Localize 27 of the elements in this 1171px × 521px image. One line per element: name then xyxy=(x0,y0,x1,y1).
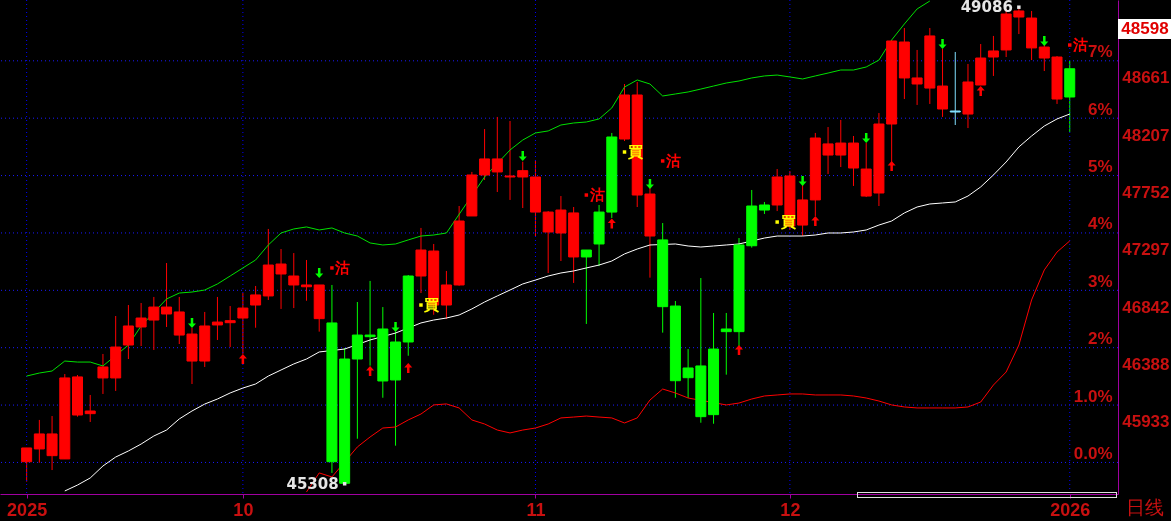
y2-tick-label: 2% xyxy=(1087,329,1113,349)
y2-tick-label: 6% xyxy=(1087,99,1113,119)
data-label: 沽 xyxy=(1072,36,1089,55)
x-tick-label: 12 xyxy=(780,499,801,520)
data-label: 沽 xyxy=(334,258,351,277)
x-tick-label: 11 xyxy=(526,499,546,520)
y2-tick-label: 7% xyxy=(1087,42,1113,62)
y-tick-label: 45933 xyxy=(1122,412,1170,432)
y-tick-label: 48207 xyxy=(1122,125,1170,145)
y-tick-label: 47297 xyxy=(1122,240,1170,260)
y2-tick-label: 5% xyxy=(1087,157,1113,177)
data-label: 49086 xyxy=(960,0,1013,17)
data-label: 沽 xyxy=(665,151,682,170)
y-tick-label: 46842 xyxy=(1122,297,1170,317)
y-tick-label: 47752 xyxy=(1122,182,1170,202)
text: 日线 xyxy=(1126,497,1164,518)
y2-tick-label: 4% xyxy=(1087,214,1113,234)
x-tick-label: 2025 xyxy=(7,499,48,520)
y-tick-label: 46388 xyxy=(1122,355,1170,375)
x-tick-label: 2026 xyxy=(1050,499,1091,520)
data-label: 沽 xyxy=(588,186,605,205)
x-tick-label: 10 xyxy=(233,499,254,520)
y2-tick-label: 3% xyxy=(1087,271,1113,291)
text: 48598 xyxy=(1121,19,1169,38)
y-tick-label: 48661 xyxy=(1122,68,1170,88)
y2-tick-label: 0.0% xyxy=(1073,443,1113,463)
y2-tick-label: 1.0% xyxy=(1073,386,1113,406)
